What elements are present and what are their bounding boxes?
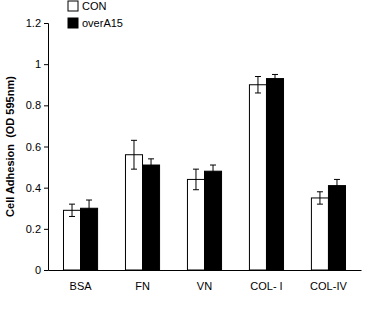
x-axis-line — [49, 270, 362, 271]
y-tick: 0.8 — [26, 99, 48, 111]
y-tick-label: 0.8 — [26, 99, 41, 111]
y-tick: 0 — [35, 264, 48, 276]
bar — [125, 155, 142, 270]
chart: 0 0.2 0.4 0.6 0.8 1 1.2 BSA FN VN COL- I COL-IV CON o… — [0, 0, 371, 312]
y-tick-mark — [44, 270, 48, 271]
error-bar — [334, 179, 340, 191]
bar — [63, 210, 80, 270]
bar — [249, 85, 266, 270]
error-bar — [69, 204, 75, 216]
y-axis-line — [44, 24, 49, 271]
y-tick-label: 0.6 — [26, 141, 41, 153]
error-bar — [210, 165, 216, 177]
legend-swatch — [68, 1, 78, 11]
bar — [205, 171, 222, 270]
error-bar — [131, 140, 137, 169]
legend-swatch — [68, 18, 78, 28]
y-tick-mark — [44, 229, 48, 230]
x-tick-label: COL-IV — [310, 280, 347, 292]
y-tick-mark — [44, 23, 48, 24]
y-tick-mark — [44, 105, 48, 106]
x-tick: VN — [197, 280, 212, 292]
y-tick: 1 — [35, 58, 48, 70]
x-axis: BSA FN VN COL- I COL-IV — [49, 271, 362, 292]
legend: CON overA15 — [68, 0, 123, 29]
plot: 0 0.2 0.4 0.6 0.8 1 1.2 BSA FN VN COL- I COL-IV CON o… — [26, 0, 362, 292]
bar — [143, 165, 160, 270]
y-tick-label: 1 — [35, 58, 41, 70]
x-tick-label: FN — [135, 280, 150, 292]
series — [81, 74, 346, 270]
y-tick-mark — [44, 147, 48, 148]
y-axis-title: Cell Adhesion (OD 595nm) — [4, 76, 16, 217]
legend-item: overA15 — [68, 17, 123, 29]
legend-label: overA15 — [82, 17, 123, 29]
error-bar — [193, 169, 199, 190]
x-tick: FN — [135, 280, 150, 292]
bar — [266, 79, 283, 270]
x-tick-label: BSA — [70, 280, 93, 292]
y-tick: 1.2 — [26, 17, 48, 29]
y-tick: 0.2 — [26, 223, 48, 235]
y-tick-mark — [44, 188, 48, 189]
bar — [311, 198, 328, 270]
series — [63, 77, 328, 270]
marks — [63, 74, 345, 270]
bar — [187, 179, 204, 270]
x-tick: BSA — [70, 280, 93, 292]
x-tick-label: VN — [197, 280, 212, 292]
y-tick-label: 1.2 — [26, 17, 41, 29]
bar — [328, 186, 345, 270]
bar — [81, 208, 98, 270]
legend-label: CON — [82, 0, 107, 12]
x-tick-label: COL- I — [250, 280, 282, 292]
x-tick: COL- I — [250, 280, 282, 292]
x-tick: COL-IV — [310, 280, 347, 292]
y-tick: 0.4 — [26, 182, 48, 194]
error-bar — [86, 200, 92, 216]
y-axis: 0 0.2 0.4 0.6 0.8 1 1.2 — [26, 17, 49, 276]
y-tick-label: 0 — [35, 264, 41, 276]
legend-item: CON — [68, 0, 107, 12]
y-tick-label: 0.2 — [26, 223, 41, 235]
error-bar — [148, 159, 154, 171]
y-tick-label: 0.4 — [26, 182, 41, 194]
error-bar — [317, 192, 323, 204]
y-tick-mark — [44, 64, 48, 65]
y-tick: 0.6 — [26, 141, 48, 153]
error-bar — [272, 74, 278, 82]
error-bar — [255, 77, 261, 93]
